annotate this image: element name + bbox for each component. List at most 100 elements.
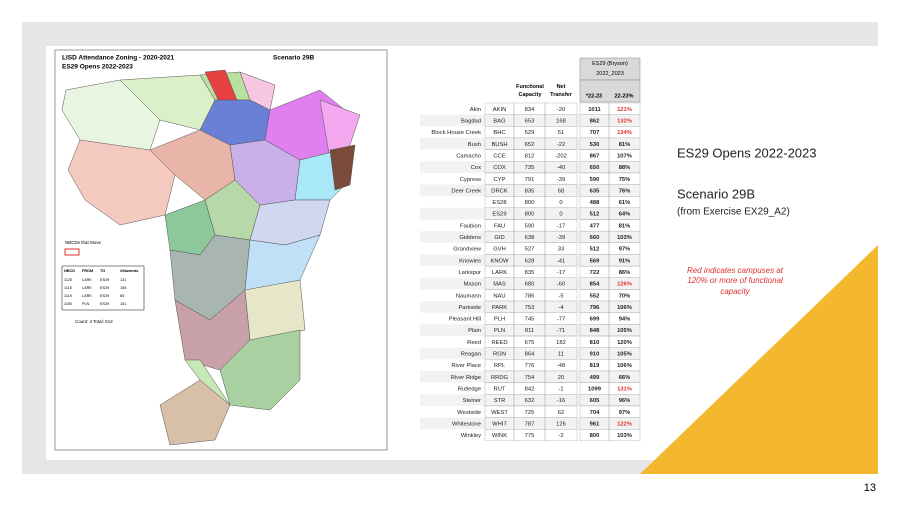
table-cell: -4 <box>558 305 564 311</box>
school-name: Naumann <box>456 293 481 299</box>
table-cell: 819 <box>590 363 600 369</box>
table-cell: 126% <box>617 282 632 288</box>
table-cell: RRDG <box>491 375 509 381</box>
table-cell: 70% <box>619 293 631 299</box>
school-name: Cypress <box>460 177 481 183</box>
row-band <box>420 301 640 313</box>
table-cell: 800 <box>525 212 535 218</box>
table-cell: 81% <box>619 223 631 229</box>
column-header: *22-23 <box>586 93 602 99</box>
table-cell: 745 <box>525 317 535 323</box>
table-cell: 512 <box>590 247 600 253</box>
table-cell: 569 <box>590 258 600 264</box>
table-cell: 97% <box>619 247 631 253</box>
pct-header-cell <box>579 79 641 103</box>
table-cell: -5 <box>558 293 563 299</box>
moves-cell: 1150 <box>64 302 72 306</box>
school-name: Winkley <box>461 433 481 439</box>
table-cell: 1011 <box>588 107 601 113</box>
table-cell: -77 <box>557 317 565 323</box>
table-cell: 61% <box>619 200 631 206</box>
table-cell: 106% <box>617 305 632 311</box>
table-cell: 512 <box>590 212 600 218</box>
school-name: Block House Creek <box>431 130 481 136</box>
school-name: Giddens <box>459 235 481 241</box>
table-cell: 120% <box>617 340 632 346</box>
school-name: Whitestone <box>452 421 481 427</box>
table-cell: 590 <box>525 223 535 229</box>
table-cell: 552 <box>590 293 600 299</box>
table-cell: 68 <box>558 188 564 194</box>
school-name: Cox <box>471 165 481 171</box>
column-header: Functional Capacity <box>516 84 544 98</box>
table-cell: 91% <box>619 258 631 264</box>
table-cell: 0 <box>559 212 562 218</box>
table-cell: 791 <box>525 177 535 183</box>
row-band <box>420 277 640 290</box>
moves-cell: ES29 <box>100 286 109 290</box>
moves-cell: LARK <box>82 294 92 298</box>
table-cell: 754 <box>525 375 535 381</box>
school-name: River Place <box>451 363 481 369</box>
table-cell: 910 <box>590 352 600 358</box>
table-cell: 529 <box>525 130 535 136</box>
school-name: Reagan <box>461 352 481 358</box>
table-cell: 97% <box>619 410 631 416</box>
row-band <box>420 114 640 127</box>
table-cell: 735 <box>525 165 535 171</box>
table-cell: KNOW <box>490 258 509 264</box>
table-cell: 0 <box>559 200 562 206</box>
table-cell: 96% <box>619 398 631 404</box>
table-cell: -40 <box>557 165 565 171</box>
table-cell: BAG <box>493 119 506 125</box>
school-name: Rutledge <box>458 386 481 392</box>
table-cell: 704 <box>590 410 600 416</box>
row-band <box>420 347 640 360</box>
table-cell: 106% <box>617 363 632 369</box>
table-cell: 132% <box>617 119 632 125</box>
moves-header: #Students <box>120 269 138 273</box>
table-cell: 635 <box>590 188 600 194</box>
school-name: Akin <box>470 107 481 113</box>
table-cell: 86% <box>619 270 631 276</box>
row-band <box>420 394 640 406</box>
moves-cell: ES29 <box>100 294 109 298</box>
moves-cell: 65 <box>120 294 124 298</box>
cell-border <box>608 429 641 442</box>
table-cell: -17 <box>557 270 565 276</box>
table-cell: 76% <box>619 188 631 194</box>
table-cell: -22 <box>557 142 565 148</box>
school-name: Bagdad <box>461 119 481 125</box>
moves-cell: LARK <box>82 286 92 290</box>
moves-cell: 1119 <box>64 294 72 298</box>
column-header: 22-23% <box>615 93 634 99</box>
table-cell: 842 <box>525 386 535 392</box>
table-cell: 121% <box>617 107 632 113</box>
school-name: Steiner <box>463 398 481 404</box>
table-cell: -1 <box>558 386 563 392</box>
table-cell: NAU <box>493 293 505 299</box>
table-cell: 638 <box>525 235 535 241</box>
moves-table: NBCD FROM TO #Students 1120 LARK ES29 131 1115 LA… <box>64 269 138 306</box>
school-name: Bush <box>468 142 481 148</box>
zone-map <box>61 69 361 446</box>
table-cell: 499 <box>590 375 600 381</box>
table-cell: -20 <box>557 107 565 113</box>
school-name: Pleasant Hill <box>449 317 481 323</box>
table-cell: 105% <box>617 328 632 334</box>
table-cell: 776 <box>525 363 535 369</box>
table-cell: -16 <box>557 398 565 404</box>
group-header: ES29 (Bryson) 2022_2023 <box>592 61 628 77</box>
table-cell: 652 <box>525 142 535 148</box>
table-cell: PLN <box>494 328 505 334</box>
moves-cell: 161 <box>120 302 126 306</box>
table-cell: 182 <box>556 340 566 346</box>
table-cell: 835 <box>525 188 535 194</box>
side-heading: ES29 Opens 2022-2023 <box>677 145 817 160</box>
column-header: Net Transfer <box>550 84 573 98</box>
table-cell: GVH <box>493 247 506 253</box>
table-cell: -202 <box>555 153 567 159</box>
table-cell: 33 <box>558 247 564 253</box>
school-name: Knowles <box>459 258 481 264</box>
table-cell: FAU <box>494 223 505 229</box>
